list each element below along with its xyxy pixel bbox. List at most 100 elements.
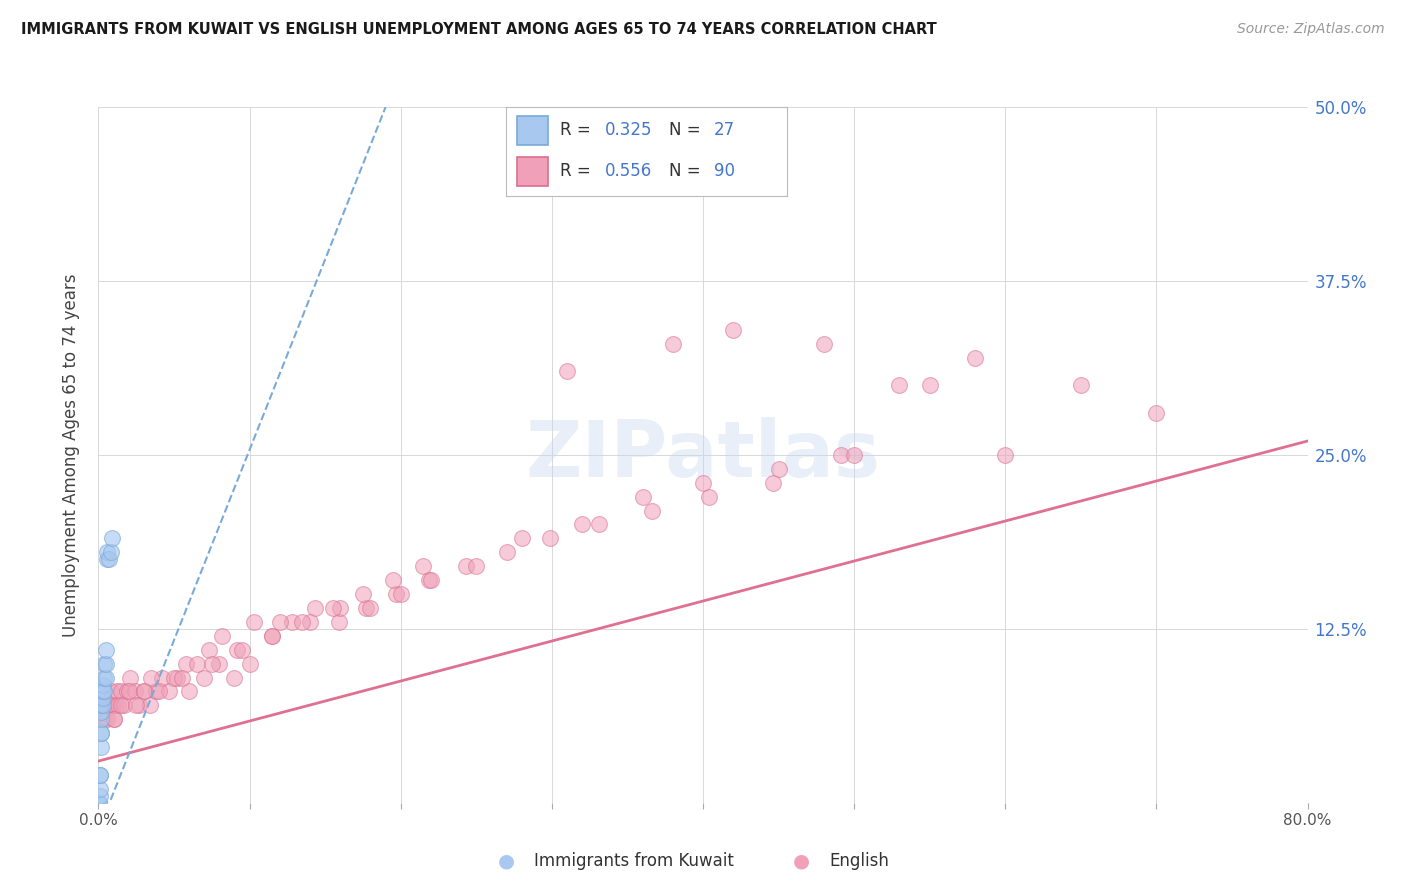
Point xyxy=(103,712,125,726)
Point xyxy=(145,684,167,698)
Point xyxy=(132,684,155,698)
Point xyxy=(120,671,142,685)
Point xyxy=(193,671,215,685)
Point xyxy=(110,698,132,713)
Point xyxy=(360,601,382,615)
Point xyxy=(761,475,783,490)
Point xyxy=(103,712,125,726)
Point xyxy=(94,657,117,671)
Point xyxy=(197,642,219,657)
Point xyxy=(269,615,291,629)
Point xyxy=(91,684,114,698)
Point xyxy=(299,615,322,629)
Point xyxy=(918,378,941,392)
Point xyxy=(89,781,111,796)
Point xyxy=(352,587,374,601)
Text: ZIPatlas: ZIPatlas xyxy=(526,417,880,493)
Point xyxy=(100,684,122,698)
Point xyxy=(91,677,114,691)
Point xyxy=(382,573,405,587)
Point xyxy=(412,559,434,574)
Point xyxy=(201,657,224,671)
Point xyxy=(93,671,115,685)
Point xyxy=(89,796,111,810)
Point xyxy=(354,601,377,615)
Point xyxy=(174,657,197,671)
Point xyxy=(768,462,790,476)
Point xyxy=(96,552,118,566)
Point xyxy=(93,684,115,698)
Text: English: English xyxy=(830,852,890,870)
Point xyxy=(418,573,440,587)
Point xyxy=(128,698,150,713)
Text: N =: N = xyxy=(669,162,706,180)
Text: IMMIGRANTS FROM KUWAIT VS ENGLISH UNEMPLOYMENT AMONG AGES 65 TO 74 YEARS CORRELA: IMMIGRANTS FROM KUWAIT VS ENGLISH UNEMPL… xyxy=(21,22,936,37)
Point xyxy=(208,657,231,671)
Point xyxy=(170,671,193,685)
Point xyxy=(89,768,111,782)
Point xyxy=(91,698,114,713)
Point xyxy=(385,587,408,601)
Point xyxy=(139,698,162,713)
Point xyxy=(262,629,284,643)
Point xyxy=(94,671,117,685)
Point xyxy=(211,629,233,643)
Point xyxy=(291,615,314,629)
Point xyxy=(1070,378,1092,392)
Point xyxy=(588,517,610,532)
Text: Immigrants from Kuwait: Immigrants from Kuwait xyxy=(534,852,734,870)
Point xyxy=(994,448,1017,462)
Point xyxy=(118,684,141,698)
Point xyxy=(104,698,127,713)
Point xyxy=(90,706,112,720)
Point xyxy=(281,615,304,629)
Point xyxy=(94,642,117,657)
Point xyxy=(89,789,111,803)
Text: Source: ZipAtlas.com: Source: ZipAtlas.com xyxy=(1237,22,1385,37)
Point xyxy=(495,545,517,559)
Point xyxy=(844,448,866,462)
Point xyxy=(889,378,911,392)
Point xyxy=(640,503,662,517)
Bar xyxy=(517,157,548,186)
Point xyxy=(148,684,170,698)
Point xyxy=(159,684,181,698)
Text: ●: ● xyxy=(498,851,515,871)
Point xyxy=(141,671,163,685)
Point xyxy=(107,698,129,713)
Text: 90: 90 xyxy=(714,162,735,180)
Bar xyxy=(517,116,548,145)
Point xyxy=(322,601,344,615)
Point xyxy=(186,657,208,671)
Point xyxy=(224,671,246,685)
Point xyxy=(98,698,121,713)
Point xyxy=(110,684,132,698)
Point xyxy=(90,740,112,755)
Point xyxy=(91,698,114,713)
Point xyxy=(697,490,720,504)
Point xyxy=(115,684,138,698)
Point xyxy=(90,698,112,713)
Point xyxy=(90,726,112,740)
Point xyxy=(304,601,326,615)
Point xyxy=(465,559,488,574)
Point xyxy=(226,642,249,657)
Point xyxy=(965,351,987,365)
Point xyxy=(631,490,654,504)
Point xyxy=(329,601,352,615)
Point xyxy=(692,475,714,490)
Point xyxy=(555,364,578,378)
Point xyxy=(98,552,121,566)
Point xyxy=(262,629,284,643)
Point xyxy=(93,712,115,726)
Text: 27: 27 xyxy=(714,121,735,139)
Point xyxy=(163,671,186,685)
Y-axis label: Unemployment Among Ages 65 to 74 years: Unemployment Among Ages 65 to 74 years xyxy=(62,273,80,637)
Point xyxy=(101,532,124,546)
Point xyxy=(538,532,561,546)
Point xyxy=(813,336,835,351)
Point xyxy=(239,657,262,671)
Text: N =: N = xyxy=(669,121,706,139)
Point xyxy=(1144,406,1167,420)
Point xyxy=(89,796,111,810)
